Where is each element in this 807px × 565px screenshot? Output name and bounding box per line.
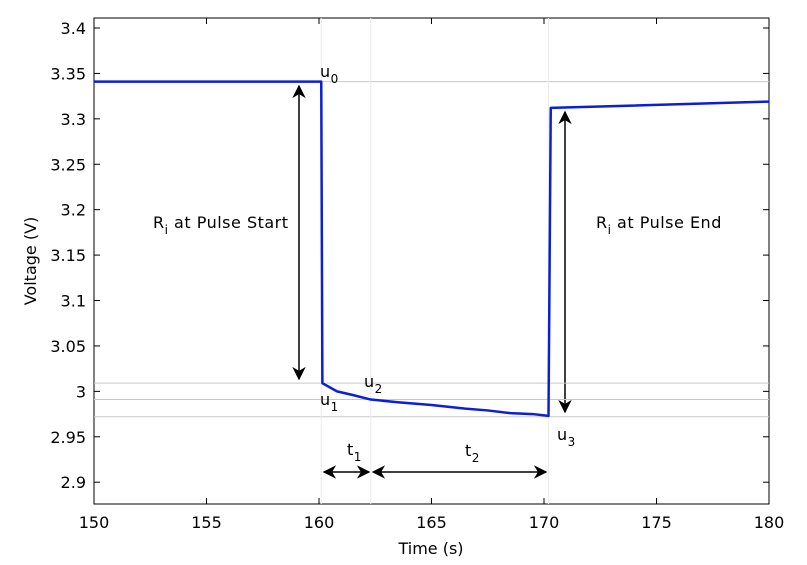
annotation-main: t: [465, 441, 472, 460]
annotation-sub: i: [165, 223, 169, 237]
annotation-main: u: [364, 372, 375, 391]
annotation: t1: [347, 440, 362, 464]
annotation: u3: [557, 425, 576, 449]
annotation-rest: at Pulse End: [611, 213, 721, 232]
annotation-sub: 1: [354, 450, 362, 464]
annotation-main: u: [320, 62, 331, 81]
annotation: Ri at Pulse End: [596, 213, 722, 237]
data-line: [94, 80, 770, 418]
annotation: u0: [320, 62, 339, 86]
y-tick-label: 3.25: [50, 155, 86, 174]
x-tick-label: 155: [191, 513, 222, 532]
annotation: u1: [320, 390, 339, 414]
annotation: t2: [465, 441, 480, 465]
x-tick-label: 165: [416, 513, 447, 532]
x-tick-label: 170: [529, 513, 560, 532]
y-tick-label: 3.2: [61, 201, 86, 220]
annotation-sub: i: [608, 223, 612, 237]
annotation-sub: 2: [472, 451, 480, 465]
annotation-sub: 3: [568, 435, 576, 449]
y-tick-label: 3.4: [61, 19, 86, 38]
annotation-rest: at Pulse Start: [168, 213, 288, 232]
y-axis-label: Voltage (V): [21, 217, 40, 306]
annotation-main: R: [153, 213, 165, 232]
annotation-main: t: [347, 440, 354, 459]
x-tick-label: 180: [754, 513, 785, 532]
y-tick-label: 2.9: [61, 473, 86, 492]
x-tick-label: 175: [641, 513, 672, 532]
y-tick-label: 2.95: [50, 428, 86, 447]
annotation-main: u: [557, 425, 568, 444]
annotation: u2: [364, 372, 383, 396]
annotation-sub: 0: [331, 72, 339, 86]
y-tick-label: 3.3: [61, 110, 86, 129]
annotation-main: u: [320, 390, 331, 409]
y-tick-label: 3.35: [50, 64, 86, 83]
annotation-main: R: [596, 213, 608, 232]
y-tick-label: 3: [76, 382, 86, 401]
plot-area: [93, 17, 770, 505]
y-tick-label: 3.15: [50, 246, 86, 265]
annotation-sub: 2: [375, 382, 383, 396]
x-tick-label: 150: [79, 513, 110, 532]
x-tick-label: 160: [304, 513, 335, 532]
annotation-sub: 1: [331, 400, 339, 414]
annotation: Ri at Pulse Start: [153, 213, 289, 237]
x-axis-label: Time (s): [397, 539, 463, 558]
y-tick-label: 3.1: [61, 292, 86, 311]
y-tick-label: 3.05: [50, 337, 86, 356]
